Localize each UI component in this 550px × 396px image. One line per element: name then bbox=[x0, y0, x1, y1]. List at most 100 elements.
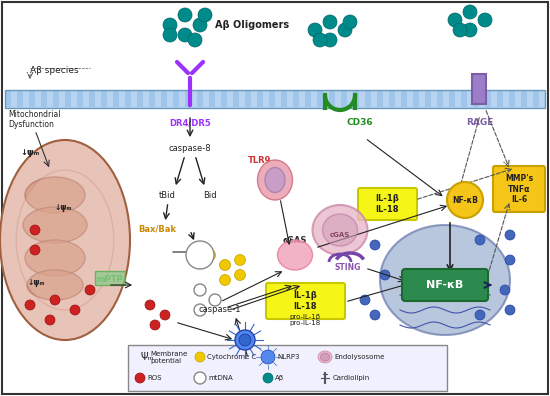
FancyBboxPatch shape bbox=[197, 91, 203, 107]
Ellipse shape bbox=[265, 168, 285, 192]
FancyBboxPatch shape bbox=[125, 91, 131, 107]
FancyBboxPatch shape bbox=[317, 91, 323, 107]
Circle shape bbox=[323, 15, 337, 29]
FancyBboxPatch shape bbox=[293, 91, 299, 107]
Text: Aβ: Aβ bbox=[275, 375, 284, 381]
FancyBboxPatch shape bbox=[161, 91, 167, 107]
Text: ROS: ROS bbox=[147, 375, 162, 381]
Ellipse shape bbox=[16, 170, 114, 310]
Circle shape bbox=[234, 255, 245, 265]
Circle shape bbox=[178, 8, 192, 22]
Ellipse shape bbox=[25, 240, 85, 276]
FancyBboxPatch shape bbox=[41, 91, 47, 107]
Ellipse shape bbox=[0, 140, 130, 340]
Circle shape bbox=[463, 5, 477, 19]
Text: Aβ Oligomers: Aβ Oligomers bbox=[215, 20, 289, 30]
Ellipse shape bbox=[380, 225, 510, 335]
Circle shape bbox=[447, 182, 483, 218]
FancyBboxPatch shape bbox=[389, 91, 395, 107]
Circle shape bbox=[163, 18, 177, 32]
Text: DR4/DR5: DR4/DR5 bbox=[169, 118, 211, 127]
FancyBboxPatch shape bbox=[173, 91, 179, 107]
Text: ↓ψₘ: ↓ψₘ bbox=[55, 203, 73, 212]
Ellipse shape bbox=[322, 214, 358, 246]
Circle shape bbox=[360, 295, 370, 305]
Circle shape bbox=[45, 315, 55, 325]
Circle shape bbox=[145, 300, 155, 310]
Circle shape bbox=[239, 334, 251, 346]
Circle shape bbox=[505, 255, 515, 265]
Circle shape bbox=[370, 240, 380, 250]
FancyBboxPatch shape bbox=[437, 91, 443, 107]
Circle shape bbox=[261, 350, 275, 364]
Text: MMP's
TNFα
IL-6: MMP's TNFα IL-6 bbox=[505, 174, 533, 204]
Text: ↓ψₘ: ↓ψₘ bbox=[28, 278, 46, 287]
Circle shape bbox=[475, 235, 485, 245]
Circle shape bbox=[475, 310, 485, 320]
FancyBboxPatch shape bbox=[305, 91, 311, 107]
Circle shape bbox=[70, 305, 80, 315]
Circle shape bbox=[505, 305, 515, 315]
FancyBboxPatch shape bbox=[533, 91, 539, 107]
FancyBboxPatch shape bbox=[281, 91, 287, 107]
Text: Aβ species: Aβ species bbox=[30, 65, 79, 74]
Circle shape bbox=[235, 330, 255, 350]
Circle shape bbox=[370, 310, 380, 320]
Text: cGAS: cGAS bbox=[330, 232, 350, 238]
Circle shape bbox=[219, 259, 230, 270]
Text: Endolysosome: Endolysosome bbox=[334, 354, 384, 360]
FancyBboxPatch shape bbox=[485, 91, 491, 107]
Circle shape bbox=[30, 245, 40, 255]
FancyBboxPatch shape bbox=[245, 91, 251, 107]
Text: Membrane
potential: Membrane potential bbox=[150, 350, 187, 364]
Circle shape bbox=[25, 300, 35, 310]
FancyBboxPatch shape bbox=[5, 90, 545, 108]
Text: Cytochrome C: Cytochrome C bbox=[207, 354, 256, 360]
Text: IL-1β
IL-18: IL-1β IL-18 bbox=[293, 291, 317, 311]
Circle shape bbox=[193, 18, 207, 32]
Text: NF-κB: NF-κB bbox=[426, 280, 464, 290]
Text: mPTP: mPTP bbox=[97, 276, 123, 284]
Circle shape bbox=[188, 33, 202, 47]
Circle shape bbox=[30, 225, 40, 235]
Circle shape bbox=[205, 249, 216, 261]
Circle shape bbox=[463, 23, 477, 37]
Text: TLR9: TLR9 bbox=[248, 156, 272, 164]
Circle shape bbox=[380, 270, 390, 280]
Circle shape bbox=[150, 320, 160, 330]
FancyBboxPatch shape bbox=[425, 91, 431, 107]
Circle shape bbox=[343, 15, 357, 29]
Circle shape bbox=[135, 373, 145, 383]
Circle shape bbox=[505, 230, 515, 240]
FancyBboxPatch shape bbox=[521, 91, 527, 107]
FancyBboxPatch shape bbox=[149, 91, 155, 107]
Circle shape bbox=[263, 373, 273, 383]
Text: Ψₘ: Ψₘ bbox=[140, 352, 153, 362]
Circle shape bbox=[219, 274, 230, 286]
FancyBboxPatch shape bbox=[257, 91, 263, 107]
FancyBboxPatch shape bbox=[472, 74, 486, 104]
FancyBboxPatch shape bbox=[401, 91, 407, 107]
FancyBboxPatch shape bbox=[89, 91, 95, 107]
FancyBboxPatch shape bbox=[95, 271, 125, 285]
Circle shape bbox=[453, 23, 467, 37]
Ellipse shape bbox=[25, 177, 85, 213]
Text: cGAS: cGAS bbox=[283, 236, 307, 244]
Ellipse shape bbox=[278, 240, 312, 270]
FancyBboxPatch shape bbox=[101, 91, 107, 107]
FancyBboxPatch shape bbox=[53, 91, 59, 107]
Text: caspase-8: caspase-8 bbox=[169, 143, 211, 152]
FancyBboxPatch shape bbox=[269, 91, 275, 107]
FancyBboxPatch shape bbox=[353, 91, 359, 107]
Circle shape bbox=[500, 285, 510, 295]
FancyBboxPatch shape bbox=[29, 91, 35, 107]
FancyBboxPatch shape bbox=[461, 91, 467, 107]
FancyBboxPatch shape bbox=[113, 91, 119, 107]
FancyBboxPatch shape bbox=[493, 166, 545, 212]
FancyBboxPatch shape bbox=[221, 91, 227, 107]
FancyBboxPatch shape bbox=[65, 91, 71, 107]
FancyBboxPatch shape bbox=[402, 269, 488, 301]
FancyBboxPatch shape bbox=[266, 283, 345, 319]
Text: pro-IL-1β
pro-IL-18: pro-IL-1β pro-IL-18 bbox=[289, 314, 321, 326]
Text: ↓ψₘ: ↓ψₘ bbox=[20, 148, 39, 157]
